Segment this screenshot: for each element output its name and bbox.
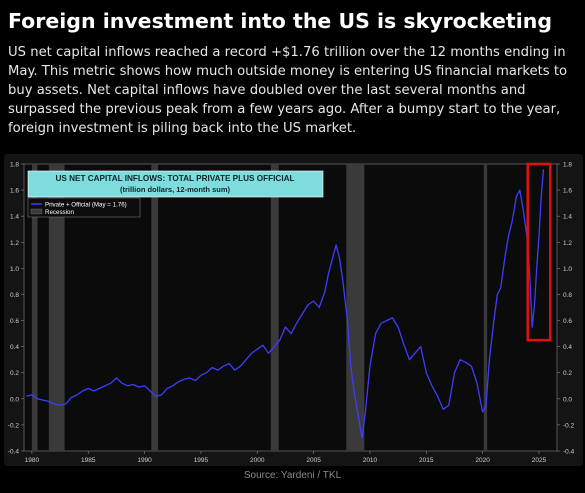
legend: Private + Official (May = 1.76) Recessio… bbox=[27, 197, 141, 218]
recession-band bbox=[483, 164, 488, 451]
x-tick-label: 2010 bbox=[363, 457, 378, 464]
x-tick-label: 1990 bbox=[137, 457, 152, 464]
y-tick-label-left: 1.6 bbox=[10, 188, 19, 195]
recession-band bbox=[31, 164, 38, 451]
legend-recession-label: Recession bbox=[45, 209, 74, 216]
y-tick-label-left: 0.4 bbox=[10, 344, 19, 351]
y-tick-label-left: 1.4 bbox=[10, 214, 19, 221]
series-layer bbox=[26, 169, 545, 439]
x-tick-label: 2015 bbox=[419, 457, 434, 464]
y-tick-label-left: 0.2 bbox=[10, 370, 19, 377]
series-line bbox=[26, 169, 545, 439]
y-tick-label-right: 0.6 bbox=[563, 318, 572, 325]
y-tick-label-right: 0.8 bbox=[563, 292, 572, 299]
y-tick-label-right: 0.4 bbox=[563, 344, 572, 351]
y-tick-label-left: 0.0 bbox=[10, 396, 19, 403]
chart-title: US NET CAPITAL INFLOWS: TOTAL PRIVATE PL… bbox=[55, 174, 294, 183]
y-tick-label-left: 0.6 bbox=[10, 318, 19, 325]
x-tick-label: 2005 bbox=[306, 457, 321, 464]
x-tick-label: 2000 bbox=[250, 457, 265, 464]
y-tick-label-right: -0.4 bbox=[563, 449, 575, 456]
y-tick-label-right: -0.2 bbox=[563, 422, 575, 429]
chart-title-bg bbox=[27, 170, 324, 198]
recession-band bbox=[48, 164, 65, 451]
x-tick-label: 1995 bbox=[194, 457, 209, 464]
y-tick-label-left: 0.8 bbox=[10, 292, 19, 299]
y-tick-label-right: 1.2 bbox=[563, 240, 572, 247]
highlight-box bbox=[526, 162, 552, 342]
headline: Foreign investment into the US is skyroc… bbox=[8, 9, 553, 33]
axes: -0.4 -0.4 -0.2 -0.2 0.0 0.0 0.2 0.2 0.4 0.4 0.6 0.6… bbox=[8, 162, 575, 465]
recession-bands bbox=[31, 164, 488, 451]
recession-band bbox=[346, 164, 365, 451]
y-tick-label-right: 0.2 bbox=[563, 370, 572, 377]
recession-band bbox=[270, 164, 279, 451]
y-tick-label-left: 1.0 bbox=[10, 266, 19, 273]
legend-recession-swatch bbox=[30, 208, 43, 215]
y-tick-label-right: 0.0 bbox=[563, 396, 572, 403]
legend-box bbox=[27, 197, 141, 218]
y-tick-label-right: 1.8 bbox=[563, 162, 572, 169]
y-tick-label-right: 1.0 bbox=[563, 266, 572, 273]
y-tick-label-left: 1.8 bbox=[10, 162, 19, 169]
chart-title-box: US NET CAPITAL INFLOWS: TOTAL PRIVATE PL… bbox=[27, 170, 324, 198]
chart: -0.4 -0.4 -0.2 -0.2 0.0 0.0 0.2 0.2 0.4 0.4 0.6 0.6… bbox=[4, 154, 583, 466]
y-tick-label-left: -0.2 bbox=[8, 422, 20, 429]
x-tick-label: 1985 bbox=[81, 457, 96, 464]
recession-band bbox=[151, 164, 159, 451]
chart-subtitle: (trillion dollars, 12-month sum) bbox=[120, 185, 231, 194]
legend-series-label: Private + Official (May = 1.76) bbox=[45, 202, 127, 209]
y-tick-label-left: 1.2 bbox=[10, 240, 19, 247]
body-text: US net capital inflows reached a record … bbox=[8, 45, 568, 136]
x-tick-label: 1980 bbox=[25, 457, 40, 464]
y-tick-label-left: -0.4 bbox=[8, 449, 20, 456]
y-tick-label-right: 1.4 bbox=[563, 214, 572, 221]
source-note: Source: Yardeni / TKL bbox=[243, 470, 342, 481]
chart-svg: -0.4 -0.4 -0.2 -0.2 0.0 0.0 0.2 0.2 0.4 0.4 0.6 0.6… bbox=[4, 154, 583, 466]
x-tick-label: 2020 bbox=[475, 457, 490, 464]
y-tick-label-right: 1.6 bbox=[563, 188, 572, 195]
x-tick-label: 2025 bbox=[532, 457, 547, 464]
